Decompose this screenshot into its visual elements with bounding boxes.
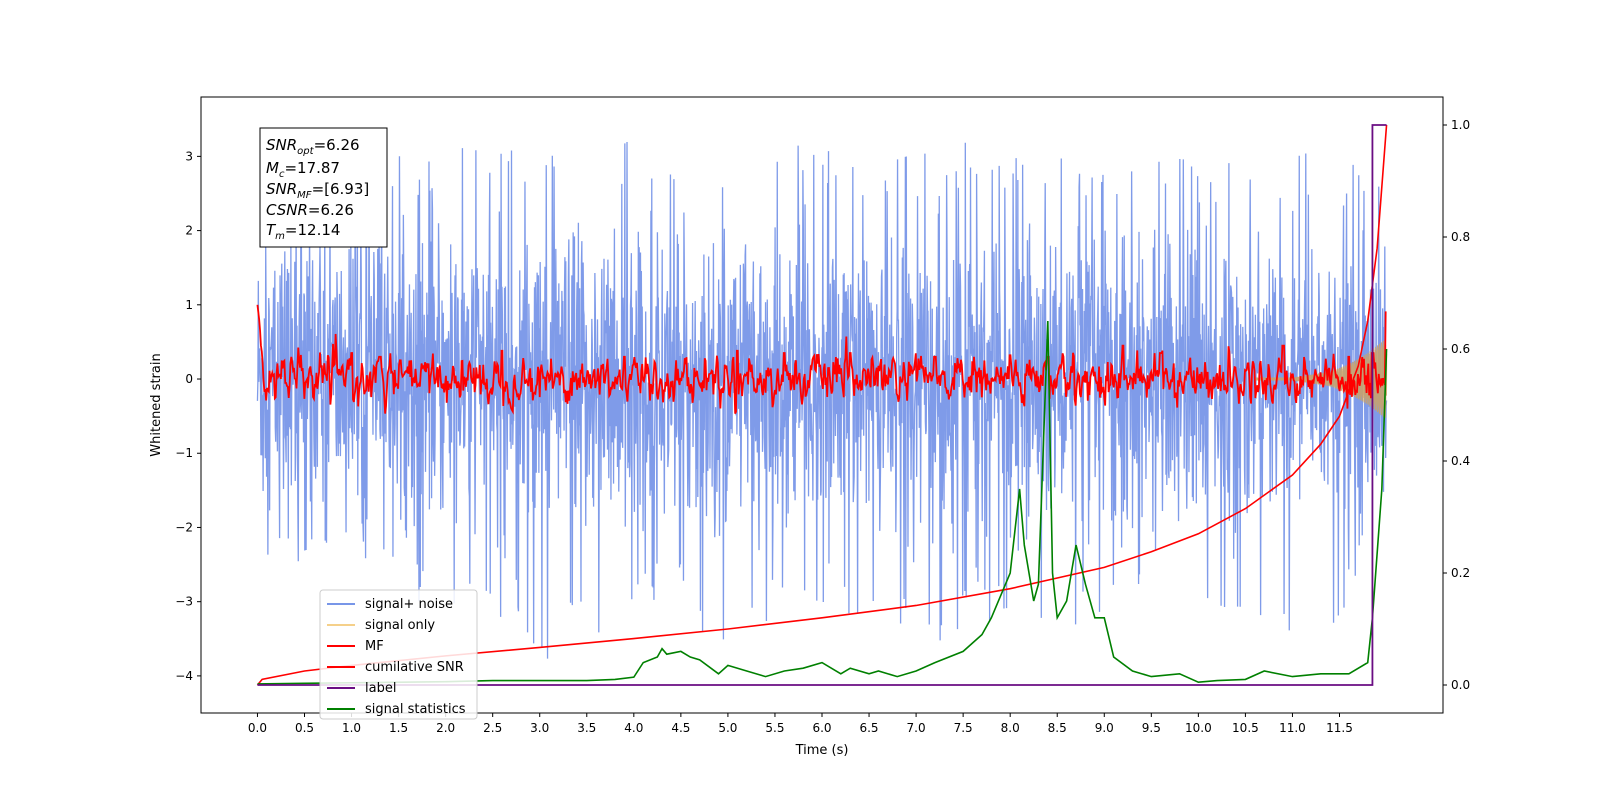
x-axis: 0.0 0.5 1.0 1.5 2.0 2.5 3.0 3.5 4.0 4.5 5.0 5.5 6.0 6…: [248, 713, 1353, 735]
x-tick-label: 1.5: [389, 721, 408, 735]
x-tick-label: 4.5: [671, 721, 690, 735]
legend-label: signal+ noise: [365, 597, 453, 612]
series-signal-plus-noise: [256, 141, 1388, 659]
legend-label: signal statistics: [365, 702, 466, 717]
y-right-tick-label: 0.0: [1451, 678, 1470, 692]
y-left-tick-label: −2: [175, 520, 193, 534]
annotation-snr-opt: SNRopt=6.26: [266, 136, 360, 157]
legend: signal+ noise signal only MF cumilative SNR…: [319, 589, 478, 720]
x-tick-label: 9.0: [1095, 721, 1114, 735]
x-tick-label: 7.0: [907, 721, 926, 735]
x-tick-label: 11.5: [1326, 721, 1353, 735]
annotation-csnr: CSNR=6.26: [266, 201, 354, 219]
y-left-tick-label: 3: [185, 149, 193, 163]
x-tick-label: 2.0: [436, 721, 455, 735]
x-tick-label: 10.0: [1185, 721, 1212, 735]
y-left-tick-label: −4: [175, 669, 193, 683]
x-tick-label: 1.0: [342, 721, 361, 735]
y-right-tick-label: 0.6: [1451, 342, 1470, 356]
series-signal-statistics: [257, 320, 1388, 685]
y-right-tick-label: 1.0: [1451, 118, 1470, 132]
x-tick-label: 10.5: [1232, 721, 1259, 735]
y-right-tick-label: 0.8: [1451, 230, 1470, 244]
annotation-mc: Mc=17.87: [266, 159, 340, 180]
y-axis-right: 1.0 0.8 0.6 0.4 0.2 0.0: [1443, 118, 1470, 692]
x-tick-label: 5.0: [718, 721, 737, 735]
legend-label: cumilative SNR: [365, 660, 464, 675]
x-tick-label: 0.5: [295, 721, 314, 735]
y-axis-label: Whitened strain: [149, 353, 164, 456]
x-tick-label: 2.5: [483, 721, 502, 735]
x-tick-label: 3.0: [530, 721, 549, 735]
x-tick-label: 0.0: [248, 721, 267, 735]
x-tick-label: 6.0: [812, 721, 831, 735]
legend-label: MF: [365, 639, 384, 654]
annotation-frame: [259, 127, 388, 248]
legend-label: label: [365, 681, 396, 696]
y-right-tick-label: 0.4: [1451, 454, 1470, 468]
x-tick-label: 11.0: [1279, 721, 1306, 735]
legend-frame: [319, 589, 478, 720]
x-tick-label: 9.5: [1142, 721, 1161, 735]
x-tick-label: 5.5: [765, 721, 784, 735]
series-mf: [256, 304, 1387, 415]
legend-label: signal only: [365, 618, 435, 633]
series-label: [257, 124, 1387, 686]
annotation-snr-mf: SNRMF=[6.93]: [266, 180, 369, 201]
stats-annotation-box: SNRopt=6.26 Mc=17.87 SNRMF=[6.93] CSNR=6…: [259, 127, 388, 248]
y-left-tick-label: 0: [185, 372, 193, 386]
x-tick-label: 4.0: [624, 721, 643, 735]
y-right-tick-label: 0.2: [1451, 566, 1470, 580]
y-left-tick-label: 2: [185, 224, 193, 238]
x-tick-label: 8.0: [1001, 721, 1020, 735]
y-left-tick-label: −1: [175, 446, 193, 460]
x-tick-label: 3.5: [577, 721, 596, 735]
y-left-tick-label: −3: [175, 595, 193, 609]
y-left-tick-label: 1: [185, 298, 193, 312]
x-tick-label: 7.5: [954, 721, 973, 735]
annotation-tm: Tm=12.14: [266, 221, 340, 242]
y-axis-left: 3 2 1 0 −1 −2 −3 −4: [175, 149, 201, 683]
x-tick-label: 6.5: [859, 721, 878, 735]
x-tick-label: 8.5: [1048, 721, 1067, 735]
x-axis-label: Time (s): [795, 743, 849, 758]
